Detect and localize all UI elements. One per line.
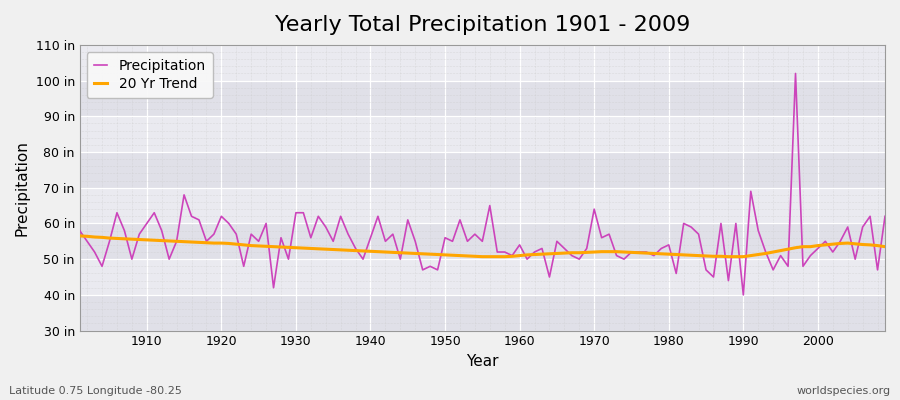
Bar (80, 81, 885, 116)
20 Yr Trend (298, 246, 309, 250)
Title: Yearly Total Precipitation 1901 - 2009: Yearly Total Precipitation 1901 - 2009 (274, 15, 690, 35)
Bar (80, 259, 885, 295)
Legend: Precipitation, 20 Yr Trend: Precipitation, 20 Yr Trend (86, 52, 212, 98)
20 Yr Trend (879, 244, 890, 249)
Bar (80, 295, 885, 330)
Precipitation (298, 210, 309, 215)
20 Yr Trend (522, 252, 533, 257)
Bar (80, 152, 885, 188)
Bar (80, 45, 885, 81)
Precipitation (738, 292, 749, 297)
20 Yr Trend (75, 234, 86, 238)
Bar (80, 224, 885, 259)
Line: Precipitation: Precipitation (80, 74, 885, 295)
Precipitation (134, 232, 145, 236)
Bar (80, 116, 885, 152)
Line: 20 Yr Trend: 20 Yr Trend (80, 236, 885, 257)
Precipitation (514, 242, 525, 247)
X-axis label: Year: Year (466, 354, 499, 369)
Precipitation (75, 228, 86, 233)
Precipitation (879, 214, 890, 219)
Precipitation (507, 253, 517, 258)
20 Yr Trend (611, 249, 622, 254)
Y-axis label: Precipitation: Precipitation (15, 140, 30, 236)
Text: Latitude 0.75 Longitude -80.25: Latitude 0.75 Longitude -80.25 (9, 386, 182, 396)
20 Yr Trend (343, 248, 354, 253)
Precipitation (790, 71, 801, 76)
20 Yr Trend (134, 237, 145, 242)
Precipitation (343, 232, 354, 236)
Text: worldspecies.org: worldspecies.org (796, 386, 891, 396)
20 Yr Trend (477, 254, 488, 259)
20 Yr Trend (514, 253, 525, 258)
Bar (80, 188, 885, 224)
Precipitation (604, 232, 615, 236)
